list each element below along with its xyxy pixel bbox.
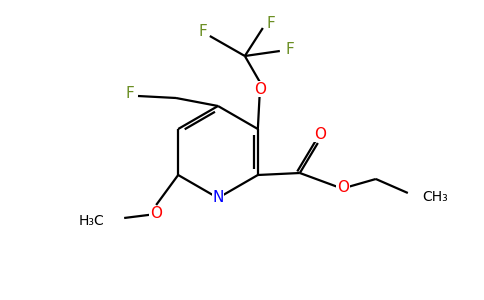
Text: F: F xyxy=(126,86,135,101)
Text: F: F xyxy=(267,16,275,31)
Text: F: F xyxy=(198,23,207,38)
Text: O: O xyxy=(150,206,162,221)
Text: N: N xyxy=(212,190,224,206)
Text: F: F xyxy=(286,41,294,56)
Text: CH₃: CH₃ xyxy=(422,190,448,204)
Text: O: O xyxy=(254,82,266,97)
Text: O: O xyxy=(314,127,326,142)
Text: O: O xyxy=(337,179,349,194)
Text: H₃C: H₃C xyxy=(78,214,104,228)
